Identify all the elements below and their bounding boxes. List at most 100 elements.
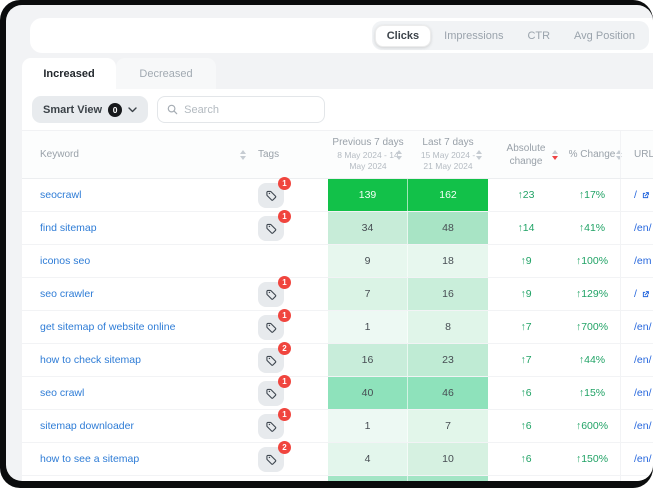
tag-button[interactable]: 2 (258, 341, 291, 373)
header-keyword-label: Keyword (40, 149, 79, 160)
previous-period-cell: 139 (328, 179, 408, 211)
url-link[interactable]: /en/ (634, 387, 652, 399)
last-period-cell: 10 (408, 443, 488, 475)
header-last-title: Last 7 days (422, 137, 474, 149)
tag-icon (265, 322, 276, 333)
table-row[interactable]: seo crawl 1 40 46 ↑6 ↑15% /en/ (22, 374, 653, 410)
tag-icon (265, 355, 276, 366)
tab-impressions[interactable]: Impressions (444, 29, 504, 42)
keyword-link[interactable]: seo crawl (40, 387, 85, 399)
header-last-7-days[interactable]: Last 7 days 15 May 2024 - 21 May 2024 (408, 131, 488, 178)
pct-change-cell: ↑15% (578, 387, 606, 399)
previous-period-cell: 1 (328, 311, 408, 343)
header-pct-label: % Change (568, 149, 616, 160)
tab-avg-position[interactable]: Avg Position (574, 29, 635, 42)
url-link[interactable]: /en/ (634, 222, 652, 234)
smart-view-dropdown[interactable]: Smart View 0 (32, 96, 149, 123)
search-input[interactable] (184, 103, 305, 116)
header-keyword[interactable]: Keyword (22, 131, 258, 178)
last-period-cell: 46 (408, 377, 488, 409)
header-url: URL (620, 131, 653, 178)
sort-icon-active-desc[interactable] (552, 149, 558, 160)
tag-icon (265, 190, 276, 201)
absolute-change-cell: ↑6 (520, 420, 532, 432)
table-row[interactable]: seo crawler 1 7 16 ↑9 ↑129% / (22, 275, 653, 311)
tag-button[interactable]: 1 (258, 209, 291, 241)
tag-icon (265, 388, 276, 399)
url-link[interactable]: /en/ (634, 420, 652, 432)
url-link[interactable]: / (634, 189, 650, 201)
header-absolute-label: Absolute change (506, 142, 546, 167)
table-row[interactable]: sitemap downloader 1 1 7 ↑6 ↑600% /en/ (22, 407, 653, 443)
absolute-change-cell: ↑9 (520, 288, 532, 300)
url-link[interactable]: /en/ (634, 354, 652, 366)
previous-period-cell: 34 (328, 212, 408, 244)
tag-button[interactable]: 1 (258, 308, 291, 340)
last-period-cell: 48 (408, 212, 488, 244)
last-period-cell: 18 (408, 245, 488, 277)
toolbar: Smart View 0 (32, 96, 326, 123)
tab-decreased[interactable]: Decreased (116, 58, 216, 89)
view-tabs: Increased Decreased (22, 58, 216, 89)
pct-change-cell: ↑41% (578, 222, 606, 234)
keyword-link[interactable]: seocrawl (40, 189, 82, 201)
header-absolute-change[interactable]: Absolute change (488, 131, 564, 178)
tag-button[interactable]: 1 (258, 374, 291, 406)
table-row[interactable]: how to check sitemap 2 16 23 ↑7 ↑44% /en… (22, 341, 653, 377)
header-tags-label: Tags (258, 149, 280, 160)
page-background: Clicks Impressions CTR Avg Position Incr… (6, 5, 653, 481)
keyword-link[interactable]: get sitemap of website online (40, 321, 176, 333)
table-row[interactable]: find sitemap 1 34 48 ↑14 ↑41% /en/ (22, 209, 653, 245)
table-header: Keyword Tags Previous 7 days 8 May 2024 … (22, 130, 653, 179)
absolute-change-cell: ↑9 (520, 255, 532, 267)
previous-period-cell: 4 (328, 443, 408, 475)
pct-change-cell: ↑700% (575, 321, 609, 333)
tab-increased[interactable]: Increased (22, 58, 116, 89)
url-link[interactable]: /en/ (634, 453, 652, 465)
table-row[interactable]: how to see a sitemap 2 4 10 ↑6 ↑150% /en… (22, 440, 653, 476)
external-link-icon (642, 191, 649, 198)
last-period-cell: 16 (408, 278, 488, 310)
header-pct-change[interactable]: % Change (564, 131, 622, 178)
keyword-link[interactable]: seo crawler (40, 288, 94, 300)
keyword-link[interactable]: how to check sitemap (40, 354, 141, 366)
tag-count-badge: 1 (278, 308, 291, 322)
smart-view-label: Smart View (43, 103, 103, 116)
sort-icon[interactable] (240, 149, 246, 160)
tag-button[interactable]: 1 (258, 407, 291, 439)
last-period-cell: 23 (408, 344, 488, 376)
tag-button[interactable]: 2 (258, 440, 291, 472)
table-row[interactable]: seocrawl 1 139 162 ↑23 ↑17% / (22, 176, 653, 212)
tag-count-badge: 1 (278, 209, 291, 223)
sort-icon[interactable] (476, 149, 482, 160)
previous-period-cell: 40 (328, 377, 408, 409)
keyword-link[interactable]: iconos seo (40, 255, 91, 267)
url-link[interactable]: /em (634, 255, 652, 267)
tag-button[interactable]: 1 (258, 176, 291, 208)
keywords-table: Keyword Tags Previous 7 days 8 May 2024 … (22, 130, 653, 481)
chevron-down-icon (128, 106, 137, 112)
sort-icon[interactable] (396, 149, 402, 160)
table-body: seocrawl 1 139 162 ↑23 ↑17% / find sitem… (22, 176, 653, 481)
search-box[interactable] (157, 96, 326, 123)
url-link[interactable]: /en/ (634, 321, 652, 333)
header-previous-7-days[interactable]: Previous 7 days 8 May 2024 - 14 May 2024 (328, 131, 408, 178)
tab-ctr[interactable]: CTR (527, 29, 551, 42)
previous-period-cell: 7 (328, 278, 408, 310)
pct-change-cell: ↑100% (575, 255, 609, 267)
keyword-link[interactable]: sitemap downloader (40, 420, 134, 432)
keyword-link[interactable]: how to see a sitemap (40, 453, 140, 465)
absolute-change-cell: ↑6 (520, 387, 532, 399)
table-row[interactable]: get sitemap of website online 1 1 8 ↑7 ↑… (22, 308, 653, 344)
table-row[interactable]: iconos seo 9 18 ↑9 ↑100% /em (22, 245, 653, 278)
url-link[interactable]: / (634, 288, 650, 300)
external-link-icon (642, 290, 649, 297)
absolute-change-cell: ↑14 (517, 222, 535, 234)
previous-period-cell: 16 (328, 344, 408, 376)
sort-icon[interactable] (616, 149, 622, 160)
tag-count-badge: 1 (278, 176, 291, 190)
keyword-link[interactable]: find sitemap (40, 222, 97, 234)
tab-clicks[interactable]: Clicks (374, 24, 432, 47)
tag-button[interactable]: 1 (258, 275, 291, 307)
